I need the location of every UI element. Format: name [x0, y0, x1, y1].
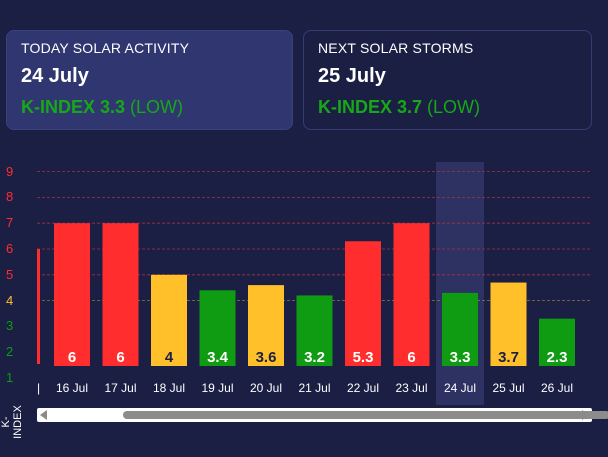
- bar-value-label: 3.4: [207, 349, 229, 366]
- today-card-title: TODAY SOLAR ACTIVITY: [21, 40, 190, 56]
- bar-value-label: 3.7: [498, 349, 519, 366]
- x-tick-label: 19 Jul: [201, 381, 233, 395]
- bar-value-label: 3.6: [256, 349, 277, 366]
- kindex-bar-chart: | 6 16 Jul 6 17 Jul 4 18 Jul 3.4 19 Jul 3.6 20 Jul…: [37, 162, 592, 405]
- bar-value-label: 2.3: [547, 349, 568, 366]
- y-tick-label: 7: [6, 215, 14, 231]
- bar-value-label: 3.2: [304, 349, 325, 366]
- today-solar-activity-card: TODAY SOLAR ACTIVITY 24 July K-INDEX 3.3…: [6, 30, 293, 130]
- bar-value-label: 4: [165, 349, 174, 366]
- y-tick-label: 4: [6, 292, 14, 308]
- bar: [296, 295, 333, 366]
- partial-bar: [37, 249, 40, 364]
- y-tick-label: 6: [6, 241, 14, 256]
- bar-value-label: 6: [407, 349, 415, 366]
- next-card-title: NEXT SOLAR STORMS: [318, 40, 474, 56]
- bar: [442, 292, 478, 366]
- x-tick-label: 22 Jul: [347, 381, 379, 395]
- today-kindex-value: K-INDEX 3.3: [21, 97, 126, 117]
- next-solar-storms-card: NEXT SOLAR STORMS 25 July K-INDEX 3.7 (L…: [303, 30, 592, 130]
- scrollbar-thumb[interactable]: [123, 411, 608, 419]
- x-tick-label: 24 Jul: [444, 381, 476, 395]
- bar: [248, 285, 284, 366]
- x-tick-label: 18 Jul: [153, 381, 185, 395]
- y-tick-label: 2: [6, 344, 14, 360]
- bar: [393, 223, 430, 366]
- today-kindex-line: K-INDEX 3.3 (LOW): [21, 97, 278, 118]
- scroll-left-arrow-icon[interactable]: [40, 410, 47, 420]
- y-tick-label: 8: [6, 189, 14, 205]
- y-tick-label: 9: [6, 163, 14, 179]
- y-tick-label: 3: [6, 318, 14, 334]
- bar: [151, 274, 187, 366]
- highlight-column: [436, 162, 484, 405]
- y-tick-label: 5: [6, 266, 14, 282]
- bar-value-label: 5.3: [353, 349, 374, 366]
- bar: [539, 318, 575, 366]
- y-tick-label: 1: [6, 370, 14, 385]
- bar-value-label: 6: [116, 349, 124, 366]
- bar-value-label: 6: [68, 349, 76, 366]
- x-tick-label: 17 Jul: [104, 381, 136, 395]
- x-tick-label: 16 Jul: [56, 381, 88, 395]
- x-tick-label: 21 Jul: [298, 381, 330, 395]
- next-card-date: 25 July: [318, 65, 386, 87]
- x-tick-label: 25 Jul: [492, 381, 524, 395]
- chart-horizontal-scrollbar[interactable]: [37, 408, 608, 422]
- today-card-date: 24 July: [21, 65, 89, 87]
- next-kindex-line: K-INDEX 3.7 (LOW): [318, 97, 577, 118]
- x-tick-label: 26 Jul: [541, 381, 573, 395]
- scroll-right-arrow-icon[interactable]: [582, 410, 589, 420]
- x-tick-label: 20 Jul: [250, 381, 282, 395]
- bar: [54, 223, 90, 366]
- y-axis-title: K-INDEX: [0, 405, 24, 439]
- bar: [102, 223, 139, 366]
- x-tick-label: 23 Jul: [395, 381, 427, 395]
- bar-value-label: 3.3: [450, 349, 471, 366]
- bar: [490, 282, 527, 366]
- today-kindex-level: (LOW): [130, 97, 184, 117]
- next-kindex-value: K-INDEX 3.7: [318, 97, 423, 117]
- next-kindex-level: (LOW): [427, 97, 481, 117]
- bar: [199, 290, 236, 366]
- partial-x-tick: |: [37, 381, 40, 395]
- bar: [345, 241, 381, 366]
